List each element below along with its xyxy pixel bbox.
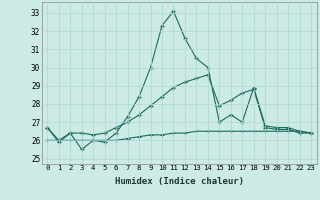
X-axis label: Humidex (Indice chaleur): Humidex (Indice chaleur) — [115, 177, 244, 186]
